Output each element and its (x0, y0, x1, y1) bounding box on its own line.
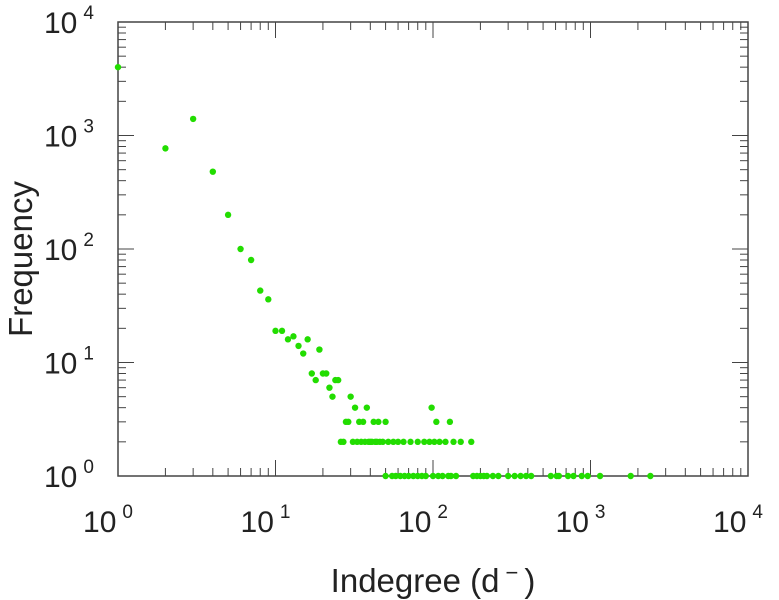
data-point (596, 472, 604, 480)
data-point (446, 418, 454, 426)
data-point (452, 472, 460, 480)
data-point (370, 418, 377, 426)
data-point (584, 472, 591, 480)
data-point (392, 472, 399, 480)
data-point (429, 472, 437, 480)
data-point (363, 404, 371, 411)
x-tick-label: 10 3 (556, 502, 606, 539)
data-point (400, 438, 407, 446)
data-point (272, 327, 279, 335)
data-point (114, 63, 122, 71)
data-point (436, 438, 443, 446)
data-point (527, 472, 535, 480)
data-point (450, 438, 457, 446)
data-point (323, 370, 330, 377)
data-point (394, 438, 402, 446)
data-point (489, 472, 497, 480)
data-point (316, 346, 323, 353)
x-axis-title-main: Indegree (d (331, 562, 500, 599)
data-point (237, 245, 244, 253)
data-point (329, 393, 336, 400)
data-point (265, 296, 272, 303)
data-point (375, 418, 382, 426)
data-point (300, 350, 307, 357)
data-point (209, 168, 217, 175)
data-point (414, 438, 421, 446)
data-point (422, 472, 429, 480)
data-point (578, 472, 585, 480)
data-point (647, 472, 654, 480)
data-point (345, 418, 352, 426)
data-point (504, 472, 512, 480)
y-tick-label: 10 3 (44, 117, 94, 154)
data-point (511, 472, 518, 480)
data-point (347, 393, 354, 400)
x-tick-label: 10 0 (83, 502, 133, 539)
y-tick-label: 10 2 (44, 230, 94, 267)
x-tick-label: 10 1 (241, 502, 291, 539)
data-point (457, 438, 464, 446)
data-point (426, 438, 433, 446)
data-point (284, 336, 292, 343)
data-point (447, 472, 455, 480)
data-point (359, 418, 367, 426)
data-point (382, 418, 389, 426)
data-point (431, 438, 438, 446)
data-point (334, 376, 342, 384)
data-point (570, 472, 577, 480)
data-point (304, 336, 311, 343)
data-point (483, 472, 491, 480)
data-point (189, 115, 197, 123)
data-point (555, 472, 563, 480)
data-point (295, 342, 302, 350)
data-points (114, 63, 654, 480)
data-point (247, 256, 255, 264)
data-point (468, 438, 475, 446)
data-point (257, 287, 264, 294)
x-axis-title-superscript: − (505, 560, 518, 585)
y-tick-label: 10 4 (44, 3, 94, 40)
data-point (224, 211, 232, 219)
data-point (278, 327, 286, 335)
data-point (405, 472, 412, 480)
data-point (410, 472, 417, 480)
data-point (385, 438, 392, 446)
data-point (379, 438, 386, 446)
data-point (326, 384, 333, 391)
data-point (433, 418, 440, 426)
data-point (390, 438, 397, 446)
data-point (162, 145, 169, 152)
data-point (495, 472, 502, 480)
y-tick-label: 10 0 (44, 457, 94, 494)
data-point (627, 472, 634, 480)
data-point (439, 472, 446, 480)
y-axis-title: Frequency (2, 181, 39, 337)
data-point (428, 404, 435, 411)
y-tick-label: 10 1 (44, 344, 94, 381)
data-point (340, 438, 347, 446)
x-axis-title: Indegree (d −) (331, 560, 536, 599)
data-point (517, 472, 524, 480)
data-point (407, 438, 414, 446)
data-point (442, 438, 449, 446)
x-tick-label: 10 2 (398, 502, 448, 539)
data-point (351, 404, 359, 411)
axis-ticks (117, 22, 748, 477)
data-point (312, 376, 319, 384)
data-point (564, 472, 572, 480)
data-point (290, 333, 297, 340)
data-point (547, 472, 555, 480)
data-point (522, 472, 530, 480)
x-axis-title-close: ) (524, 562, 535, 599)
data-point (421, 438, 428, 446)
x-tick-label: 10 4 (713, 502, 763, 539)
data-point (308, 370, 315, 377)
x-tick-labels: 10 0 10 1 10 2 10 3 10 4 (83, 502, 763, 539)
data-point (382, 472, 389, 480)
